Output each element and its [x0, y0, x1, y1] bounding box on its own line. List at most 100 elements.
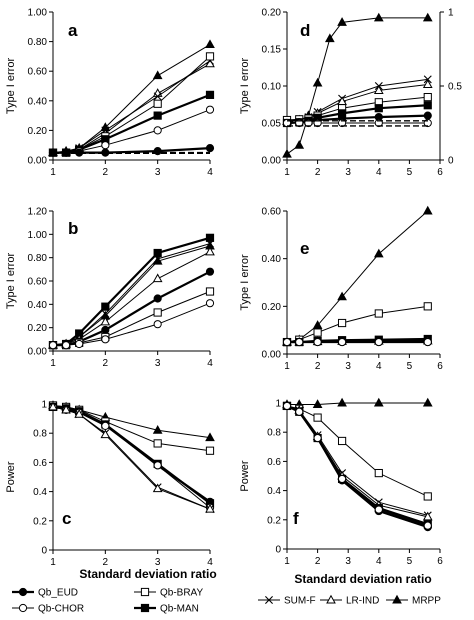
data-point [337, 17, 347, 26]
x-tick-label: 2 [103, 358, 109, 369]
legend-marker [265, 596, 273, 604]
x-tick-label: 2 [103, 557, 109, 568]
y-tick-label: 0.00 [28, 156, 48, 167]
data-point [423, 302, 432, 311]
panel-label: c [62, 509, 71, 528]
series-mrpp [48, 400, 215, 442]
x-tick-label: 1 [284, 556, 290, 567]
data-point [295, 337, 304, 347]
data-point [153, 248, 162, 258]
data-point [205, 503, 215, 513]
x-axis-title: Standard deviation ratio [294, 572, 431, 586]
data-point [374, 309, 383, 318]
data-point [423, 337, 432, 347]
y2-tick-label: 1 [448, 8, 454, 19]
y-tick-label: 0.80 [28, 253, 48, 264]
x-tick-label: 2 [315, 167, 321, 178]
series-bray [48, 52, 215, 157]
x-tick-label: 3 [155, 358, 161, 369]
x-tick-label: 3 [345, 361, 351, 372]
data-point [205, 90, 215, 99]
x-tick-label: 3 [345, 167, 351, 178]
legend-item [386, 594, 408, 604]
data-point [374, 468, 383, 478]
x-tick-label: 2 [315, 361, 321, 372]
x-tick-label: 2 [103, 167, 109, 178]
x-tick-label: 4 [207, 557, 213, 568]
legend-item [320, 594, 342, 604]
y-tick-label: 0.60 [28, 277, 48, 288]
y2-tick-label: 0.5 [448, 82, 462, 93]
series-sumf [49, 239, 214, 350]
data-point [152, 70, 163, 80]
series-line [286, 405, 428, 527]
y-tick-label: 0.00 [262, 350, 282, 361]
y-tick-label: 1.00 [28, 8, 48, 19]
data-point [295, 407, 304, 416]
x-tick-label: 5 [407, 361, 413, 372]
data-point [205, 144, 215, 153]
data-point [337, 337, 347, 347]
legend-marker [18, 587, 28, 597]
series-chor [48, 299, 215, 350]
data-point [313, 413, 322, 422]
y-tick-label: 0.60 [28, 67, 48, 78]
panel-a [48, 11, 215, 164]
data-point [312, 320, 323, 329]
x-tick-label: 6 [437, 361, 443, 372]
y-axis-label: Type I error [5, 58, 17, 115]
y-axis-label: Type I error [239, 254, 251, 311]
data-point [153, 320, 162, 329]
legend-marker [140, 603, 150, 613]
series-line [52, 236, 211, 347]
data-point [48, 401, 58, 411]
y-tick-label: 1.20 [28, 207, 48, 218]
y-tick-label: 0.40 [28, 96, 48, 107]
data-point [337, 397, 347, 407]
data-point [152, 483, 163, 493]
panel-label: b [68, 219, 78, 238]
panel-f [282, 397, 441, 553]
series-mrpp [282, 205, 433, 346]
data-point [205, 246, 215, 256]
panel-c [48, 400, 215, 554]
data-point [101, 325, 110, 335]
series-line [52, 406, 211, 510]
series-line [53, 93, 211, 154]
legend-item [134, 587, 156, 597]
data-point [373, 397, 384, 407]
data-point [337, 318, 347, 328]
y-tick-label: 0.6 [33, 458, 47, 469]
series-lrind [48, 58, 215, 157]
data-point [313, 328, 322, 337]
data-point [100, 316, 111, 326]
series-line [53, 60, 211, 154]
data-point [294, 139, 305, 149]
x-tick-label: 1 [50, 167, 56, 178]
x-tick-label: 3 [345, 556, 351, 567]
data-point [373, 12, 384, 22]
y-tick-label: 0.40 [28, 300, 48, 311]
data-point [312, 77, 323, 87]
data-point [422, 397, 433, 407]
x-tick-label: 6 [437, 167, 443, 178]
series-line [286, 210, 429, 343]
legend-marker [392, 594, 402, 604]
data-point [153, 461, 162, 470]
y-tick-label: 0.4 [267, 486, 281, 497]
legend-marker [326, 594, 336, 604]
panel-label: e [300, 239, 309, 258]
y-tick-label: 0.8 [267, 428, 281, 439]
legend-label: LR-IND [346, 596, 379, 607]
y-axis-label: Type I error [239, 58, 251, 115]
y-axis-label: Power [5, 461, 17, 493]
data-point [100, 429, 111, 439]
legend-label: Qb-CHOR [38, 604, 84, 615]
y-tick-label: 0 [275, 545, 281, 556]
y-tick-label: 0.20 [262, 8, 282, 19]
data-point [337, 474, 347, 484]
y-tick-label: 0.40 [262, 254, 282, 265]
legend-item [12, 587, 34, 597]
y-tick-label: 1 [275, 399, 281, 410]
data-point [61, 404, 71, 414]
